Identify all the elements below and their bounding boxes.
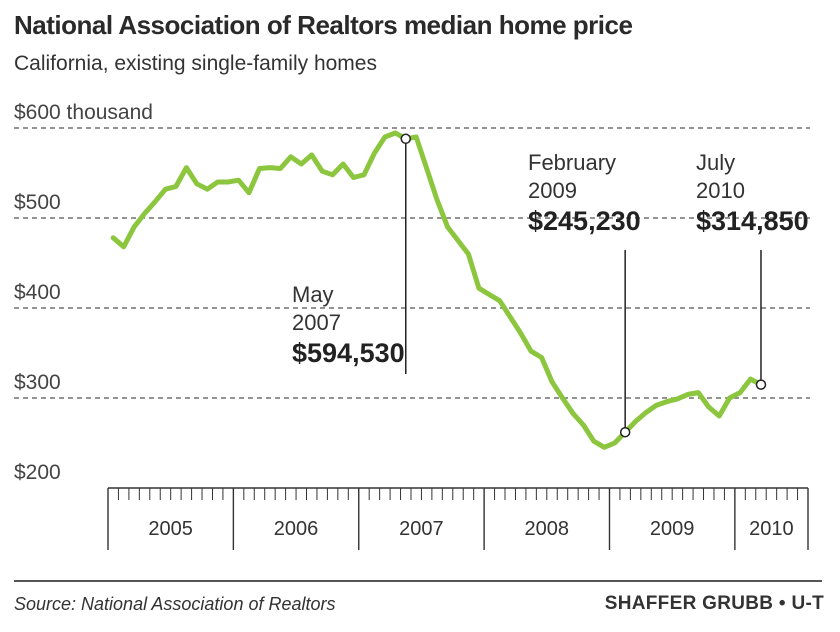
x-tick-label-2009: 2009	[650, 518, 695, 540]
y-tick-label-600: $600 thousand	[14, 101, 153, 124]
source-note: Source: National Association of Realtors	[14, 594, 336, 614]
x-tick-label-2007: 2007	[399, 518, 444, 540]
annotation-year-2007: 2007	[292, 310, 341, 335]
annotation-year-2009: 2009	[528, 178, 577, 203]
x-tick-label-2005: 2005	[148, 518, 193, 540]
chart-subtitle: California, existing single-family homes	[14, 52, 377, 75]
y-tick-label-300: $300	[14, 371, 61, 394]
chart-title: National Association of Realtors median …	[14, 10, 633, 40]
footer-divider	[14, 580, 822, 582]
annotation-value-2009: $245,230	[528, 206, 641, 236]
x-tick-label-2008: 2008	[525, 518, 570, 540]
series-line	[110, 130, 764, 450]
y-tick-label-400: $400	[14, 281, 61, 304]
y-tick-label-500: $500	[14, 191, 61, 214]
annotation-marker-2010	[755, 379, 767, 390]
annotation-marker-2009	[619, 426, 631, 438]
line-chart: $600 thousand $500 $400 $300 $200 2005 2006 200…	[14, 101, 810, 550]
annotation-month-2007: May	[292, 282, 334, 307]
graphic-credit: SHAFFER GRUBB • U-T	[604, 593, 824, 614]
annotation-month-2009: February	[528, 150, 616, 175]
annotation-marker-2007	[400, 133, 412, 145]
annotation-value-2010: $314,850	[696, 206, 809, 236]
annotation-value-2007: $594,530	[292, 338, 405, 368]
annotation-year-2010: 2010	[696, 178, 745, 203]
y-tick-label-200: $200	[14, 461, 61, 484]
annotation-month-2010: July	[696, 150, 735, 175]
x-tick-label-2010: 2010	[749, 518, 794, 540]
x-tick-label-2006: 2006	[274, 518, 319, 540]
